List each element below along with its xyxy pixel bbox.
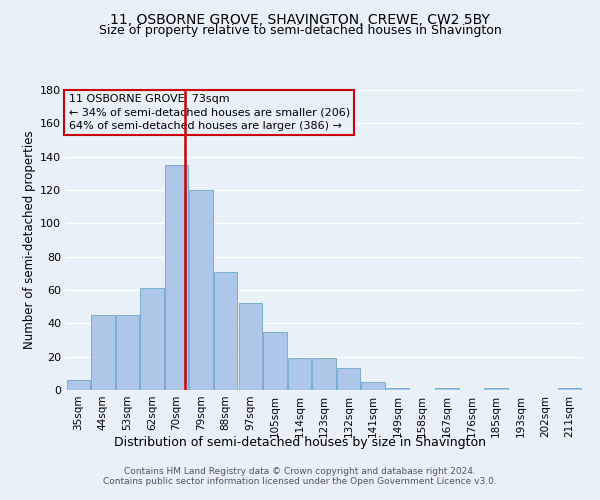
Bar xyxy=(116,315,139,390)
Text: Size of property relative to semi-detached houses in Shavington: Size of property relative to semi-detach… xyxy=(98,24,502,37)
Bar xyxy=(263,332,287,390)
Text: Contains HM Land Registry data © Crown copyright and database right 2024.: Contains HM Land Registry data © Crown c… xyxy=(124,467,476,476)
Bar xyxy=(558,388,581,390)
Bar xyxy=(165,165,188,390)
Bar xyxy=(91,315,115,390)
Text: 11 OSBORNE GROVE: 73sqm
← 34% of semi-detached houses are smaller (206)
64% of s: 11 OSBORNE GROVE: 73sqm ← 34% of semi-de… xyxy=(68,94,350,131)
Text: Contains public sector information licensed under the Open Government Licence v3: Contains public sector information licen… xyxy=(103,477,497,486)
Y-axis label: Number of semi-detached properties: Number of semi-detached properties xyxy=(23,130,36,350)
Bar xyxy=(67,380,90,390)
Bar xyxy=(361,382,385,390)
Text: Distribution of semi-detached houses by size in Shavington: Distribution of semi-detached houses by … xyxy=(114,436,486,449)
Bar xyxy=(190,190,213,390)
Bar xyxy=(288,358,311,390)
Text: 11, OSBORNE GROVE, SHAVINGTON, CREWE, CW2 5BY: 11, OSBORNE GROVE, SHAVINGTON, CREWE, CW… xyxy=(110,12,490,26)
Bar xyxy=(313,358,335,390)
Bar xyxy=(337,368,360,390)
Bar xyxy=(214,272,238,390)
Bar xyxy=(140,288,164,390)
Bar xyxy=(484,388,508,390)
Bar xyxy=(239,304,262,390)
Bar xyxy=(386,388,409,390)
Bar xyxy=(435,388,458,390)
